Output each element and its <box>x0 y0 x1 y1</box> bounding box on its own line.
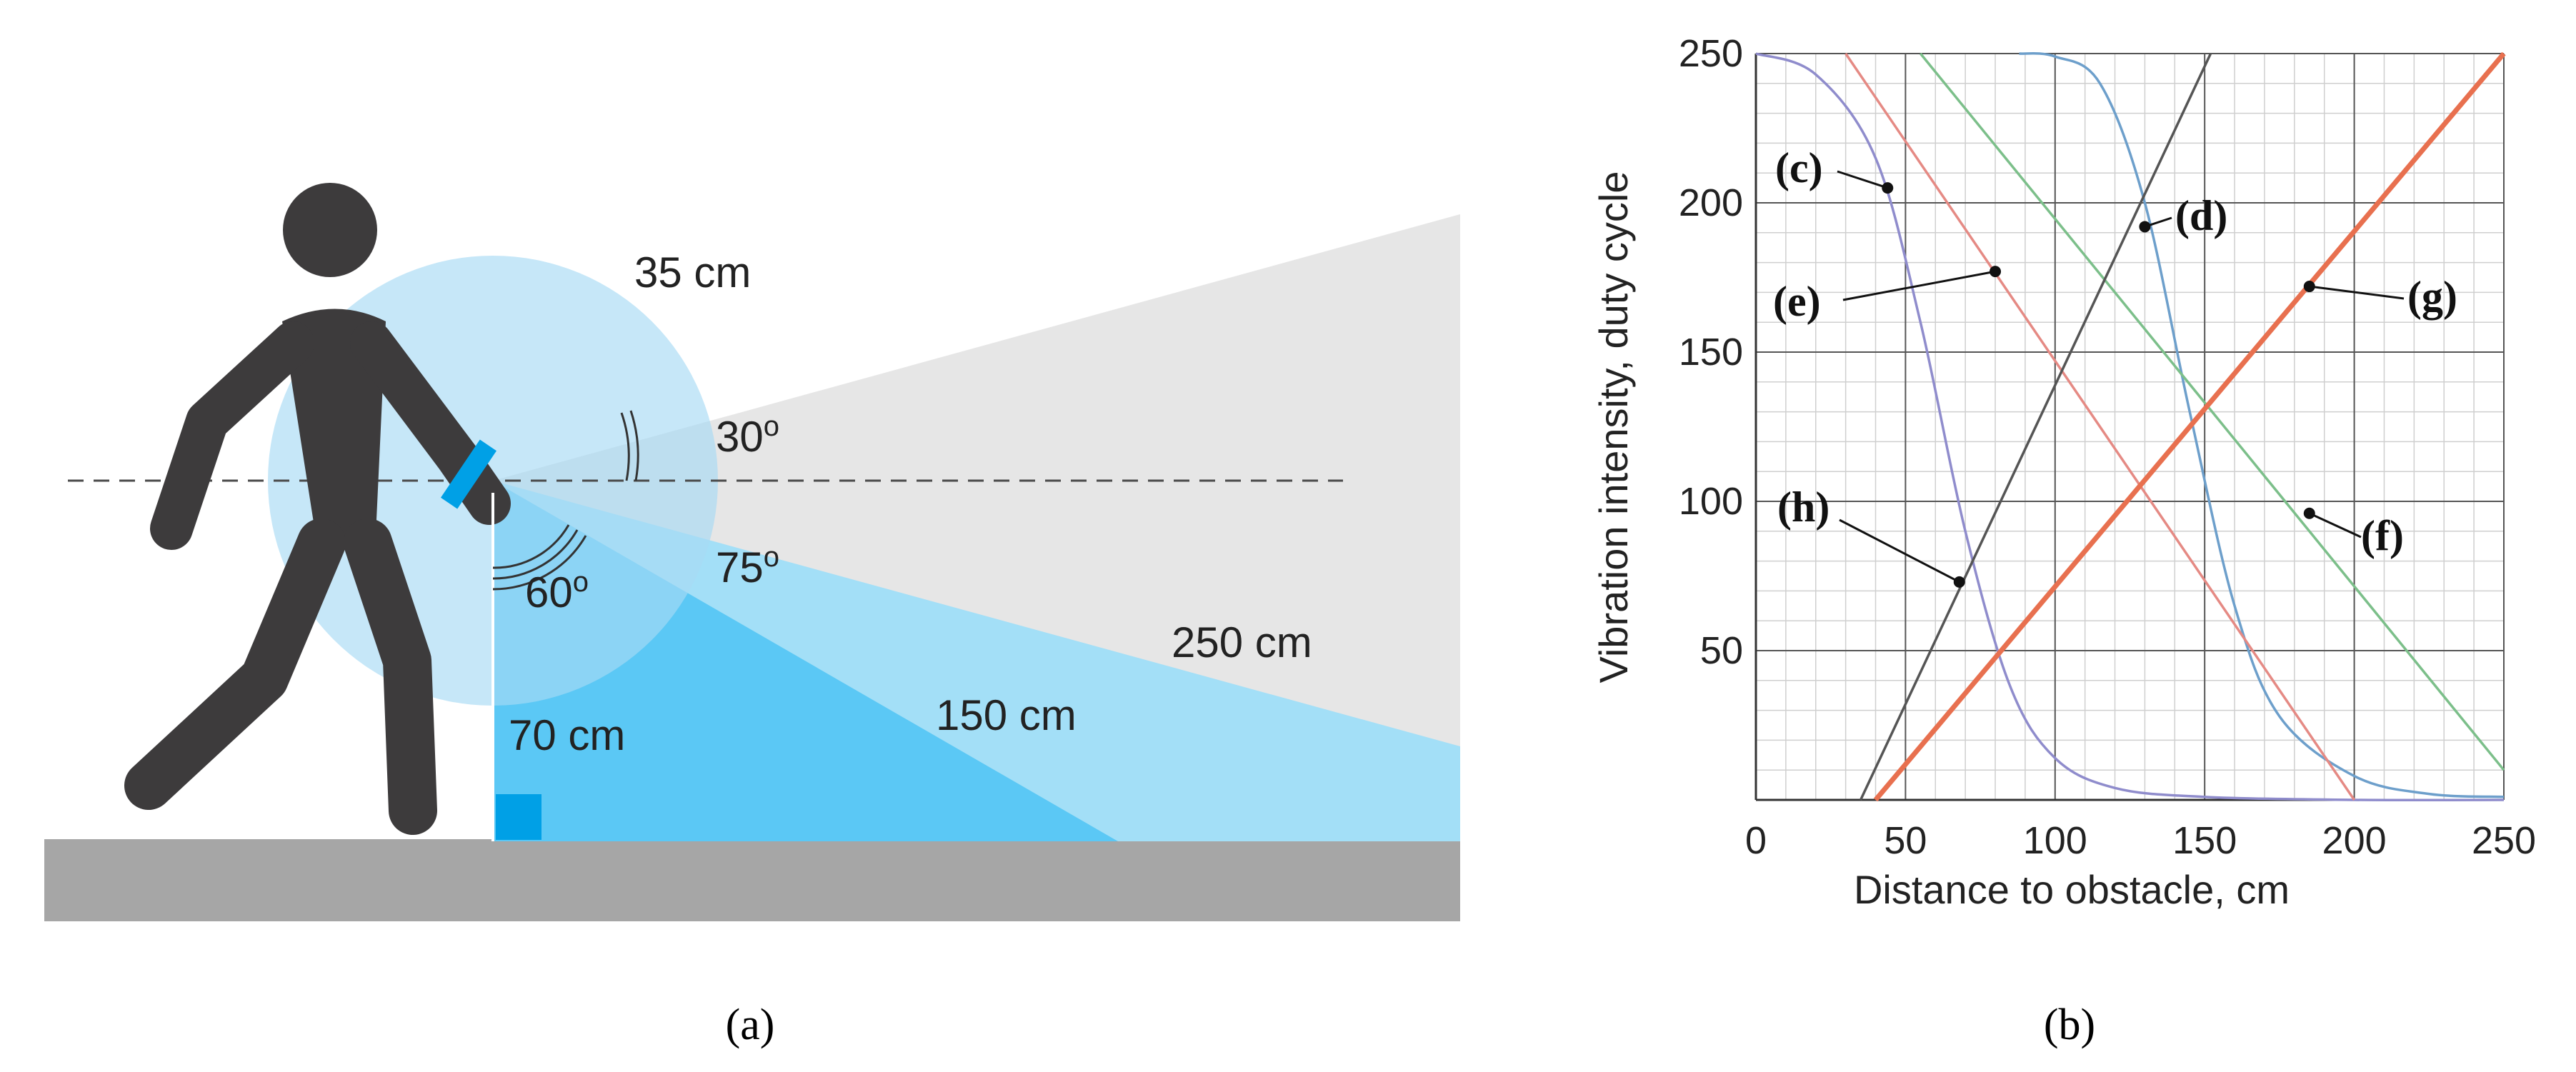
panel-b-chart: 0 50 100 150 200 250 50 100 150 200 250 (c) (d) (e)… <box>1591 32 2536 912</box>
y-tick-labels: 50 100 150 200 250 <box>1679 32 1743 672</box>
label-range-150cm: 150 cm <box>936 691 1077 739</box>
series-leader-c <box>1837 170 1888 189</box>
series-line-f <box>1919 52 2505 771</box>
pedestrian-leg-back <box>124 519 346 810</box>
panel-b-caption: (b) <box>2044 1001 2095 1049</box>
ground <box>44 839 1460 921</box>
arc-30deg-inner <box>620 412 630 481</box>
angle-arcs <box>492 410 639 591</box>
y-tick-label: 100 <box>1679 480 1743 523</box>
arc-60deg-outer <box>492 535 587 591</box>
pedestrian-arm-back <box>150 321 314 550</box>
series-marker-g <box>2303 281 2315 293</box>
pedestrian-arm-front <box>350 321 511 525</box>
label-angle-75: 75o <box>716 541 779 591</box>
x-tick-label: 250 <box>2472 819 2536 862</box>
series-leader-g <box>2309 285 2405 300</box>
arc-60deg-inner <box>492 524 570 569</box>
series-leader-h <box>1839 519 1960 583</box>
x-tick-labels: 0 50 100 150 200 250 <box>1745 819 2536 862</box>
series-label-h: (h) <box>1777 484 1829 531</box>
label-height-70cm: 70 cm <box>509 711 625 759</box>
arc-30deg <box>629 410 639 481</box>
pedestrian-torso <box>282 309 386 550</box>
pedestrian-leg-front <box>344 519 437 835</box>
series-marker-c <box>1882 182 1894 194</box>
series-line-g <box>1873 51 2506 802</box>
right-angle-marker <box>496 794 541 840</box>
series-leader-e <box>1842 270 1996 301</box>
x-tick-label: 200 <box>2322 819 2387 862</box>
series-marker-h <box>1953 576 1965 588</box>
series-label-d: (d) <box>2175 192 2227 239</box>
pedestrian-figure <box>124 183 511 835</box>
y-tick-label: 250 <box>1679 32 1743 75</box>
series-line-d <box>2019 51 2505 798</box>
x-tick-label: 100 <box>2023 819 2087 862</box>
y-tick-label: 150 <box>1679 331 1743 374</box>
panel-a-diagram: 35 cm 30o 75o 60o 250 cm 150 cm 70 cm <box>44 183 1460 921</box>
series-leader-f <box>2309 512 2362 538</box>
series-label-g: (g) <box>2407 273 2457 320</box>
chart-series-layer <box>1755 51 2506 802</box>
series-line-h <box>1859 53 2212 801</box>
label-radius-35cm: 35 cm <box>634 249 751 296</box>
y-tick-label: 50 <box>1700 629 1743 672</box>
x-tick-label: 150 <box>2172 819 2237 862</box>
y-axis-label: Vibration intensity, duty cycle <box>1591 171 1636 683</box>
arc-60deg-mid <box>492 529 579 580</box>
pedestrian-head <box>283 183 377 277</box>
series-marker-f <box>2303 507 2315 519</box>
chart-major-grid <box>1755 53 2505 801</box>
series-line-e <box>1844 53 2356 801</box>
series-marker-e <box>1990 266 2002 278</box>
handheld-sensor <box>440 439 497 509</box>
label-angle-60: 60o <box>525 566 589 616</box>
series-label-c: (c) <box>1775 144 1823 191</box>
chart-minor-grid <box>1756 54 2504 800</box>
series-marker-d <box>2139 221 2151 233</box>
label-angle-30: 30o <box>716 411 779 461</box>
series-label-e: (e) <box>1773 278 1821 325</box>
y-tick-label: 200 <box>1679 181 1743 224</box>
x-tick-label: 50 <box>1884 819 1927 862</box>
x-tick-label: 0 <box>1745 819 1767 862</box>
series-line-c <box>1755 52 2505 802</box>
panel-a-caption: (a) <box>726 1001 775 1049</box>
label-range-250cm: 250 cm <box>1172 618 1312 666</box>
series-labels: (c) (d) (e) (f) (g) (h) <box>1773 144 2457 588</box>
x-axis-label: Distance to obstacle, cm <box>1854 867 2290 912</box>
series-label-f: (f) <box>2361 512 2404 559</box>
